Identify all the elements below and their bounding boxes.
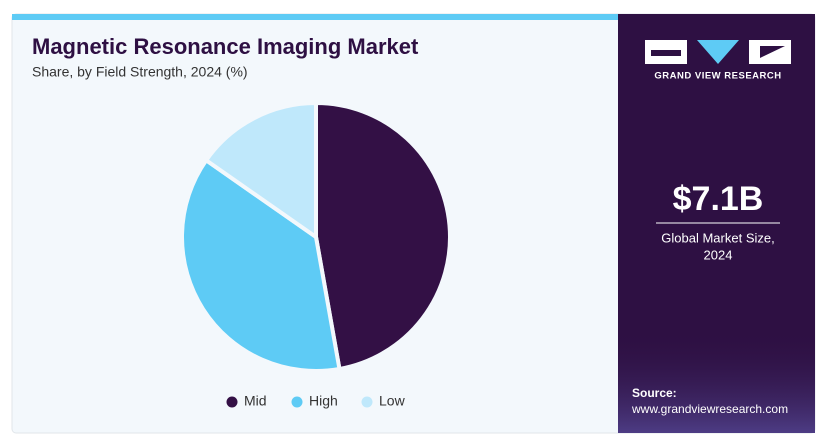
pie-slice	[314, 101, 452, 371]
chart-title: Magnetic Resonance Imaging Market	[32, 34, 419, 59]
legend-swatch	[291, 396, 303, 408]
market-label: Global Market Size,	[661, 230, 774, 245]
source-label: Source:	[632, 386, 677, 400]
brand: GRAND VIEW RESEARCH	[654, 71, 781, 82]
pie-slice	[204, 101, 318, 239]
legend-label: High	[309, 393, 338, 409]
plot: Mid High Low	[180, 101, 452, 409]
legend-label: Mid	[244, 393, 267, 409]
market-label: 2024	[704, 247, 733, 262]
pie-slice	[180, 158, 342, 373]
source-url: www.grandviewresearch.com	[631, 402, 788, 416]
legend-label: Low	[379, 393, 406, 409]
top-stripe	[12, 14, 618, 20]
sidebar-glow	[618, 330, 815, 433]
legend-swatch	[361, 396, 373, 408]
logo	[645, 40, 791, 64]
legend-swatch	[226, 396, 238, 408]
market-size: $7.1B	[673, 180, 764, 218]
chart-subtitle: Share, by Field Strength, 2024 (%)	[32, 64, 248, 80]
